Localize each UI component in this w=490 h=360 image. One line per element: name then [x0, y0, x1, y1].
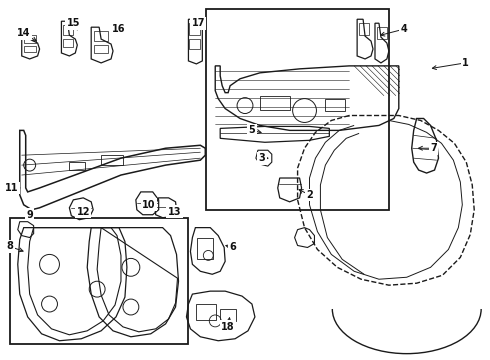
Text: 5: 5 — [248, 125, 255, 135]
Text: 17: 17 — [192, 18, 205, 28]
Text: 9: 9 — [26, 210, 33, 220]
Text: 8: 8 — [6, 242, 13, 252]
Text: 15: 15 — [67, 18, 80, 28]
Text: 3: 3 — [259, 153, 265, 163]
Text: 11: 11 — [5, 183, 19, 193]
Text: 7: 7 — [430, 143, 437, 153]
Text: 13: 13 — [168, 207, 181, 217]
Text: 2: 2 — [306, 190, 313, 200]
Text: 1: 1 — [462, 58, 468, 68]
Text: 4: 4 — [400, 24, 407, 34]
Text: 18: 18 — [221, 322, 235, 332]
Text: 14: 14 — [17, 28, 30, 38]
Text: 10: 10 — [142, 200, 155, 210]
Text: 12: 12 — [76, 207, 90, 217]
Text: 6: 6 — [230, 243, 237, 252]
Text: 16: 16 — [112, 24, 126, 34]
